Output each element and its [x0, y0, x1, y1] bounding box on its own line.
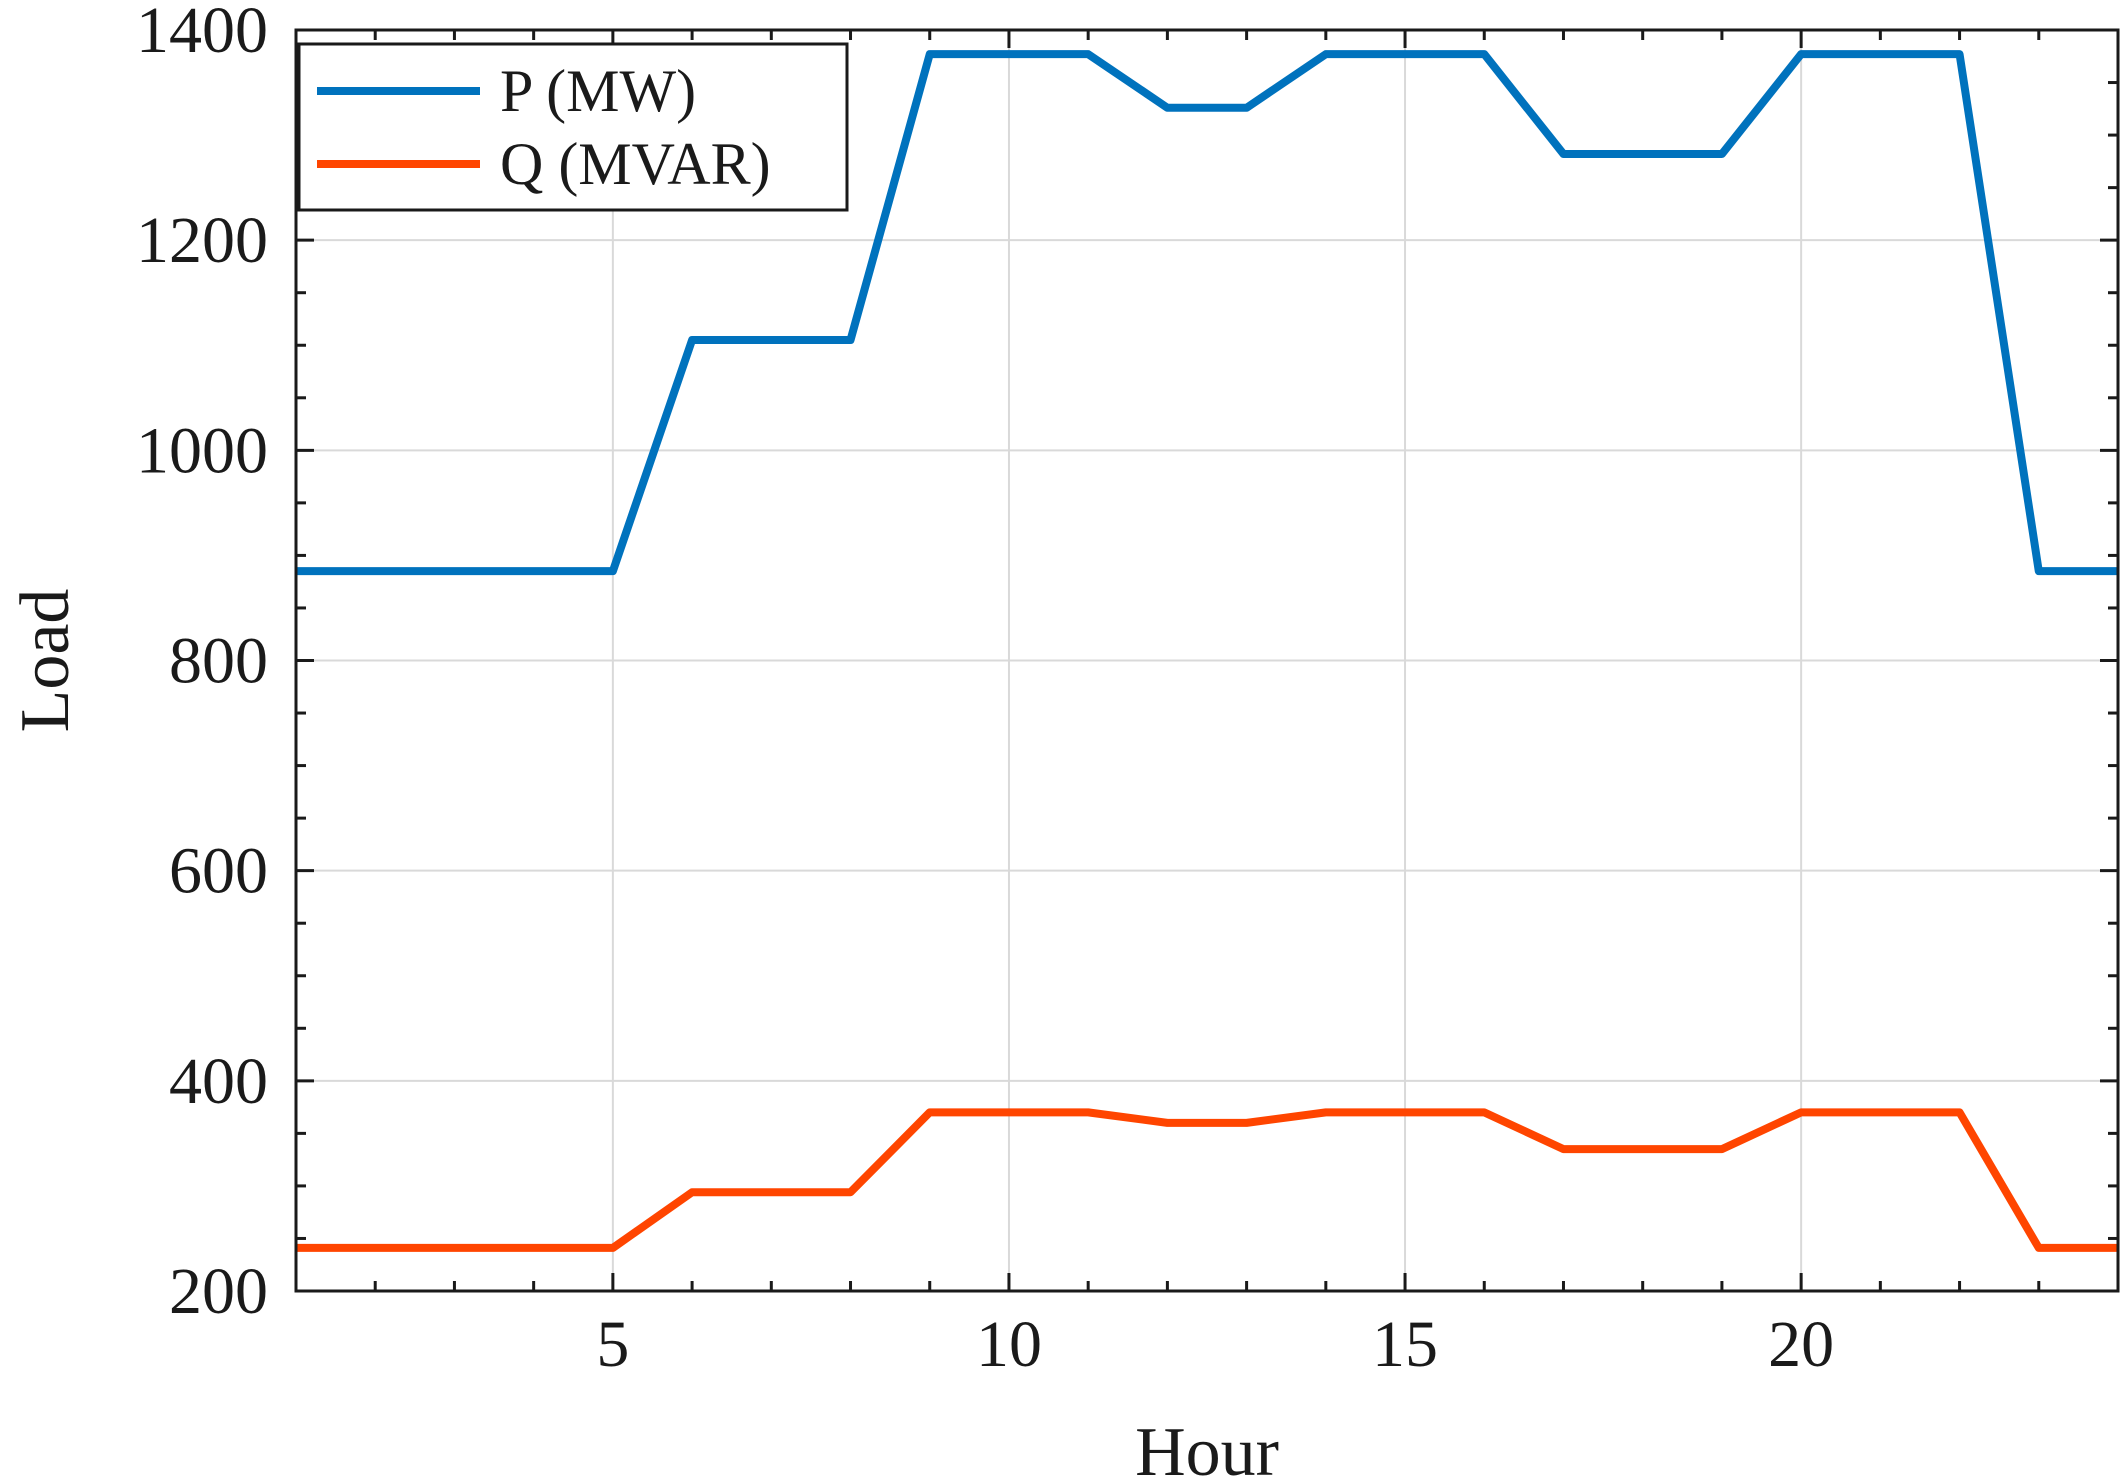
x-tick-label: 15 [1372, 1308, 1438, 1381]
x-tick-label: 10 [976, 1308, 1042, 1381]
legend-label-p: P (MW) [500, 58, 696, 124]
series-line-q [296, 1108, 2118, 1252]
x-axis-title: Hour [1135, 1414, 1279, 1481]
legend: P (MW) Q (MVAR) [297, 42, 849, 212]
y-tick-label: 800 [169, 625, 268, 698]
y-tick-label: 200 [169, 1255, 268, 1328]
y-tick-label: 400 [169, 1045, 268, 1118]
y-tick-label: 1400 [136, 0, 268, 67]
y-tick-label: 1200 [136, 204, 268, 277]
legend-label-q: Q (MVAR) [500, 131, 771, 197]
series-layer [296, 50, 2118, 1252]
y-tick-label: 600 [169, 835, 268, 908]
x-tick-label: 20 [1768, 1308, 1834, 1381]
legend-box [297, 42, 849, 212]
y-tick-label: 1000 [136, 414, 268, 487]
y-axis-title: Load [7, 589, 84, 733]
series-line-p [296, 50, 2118, 576]
ticks [294, 28, 2120, 1293]
tick-labels: 5 10 15 20 200 400 600 800 1000 1200 1400 [136, 0, 1834, 1381]
grid [296, 29, 2118, 1292]
x-tick-label: 5 [596, 1308, 629, 1381]
